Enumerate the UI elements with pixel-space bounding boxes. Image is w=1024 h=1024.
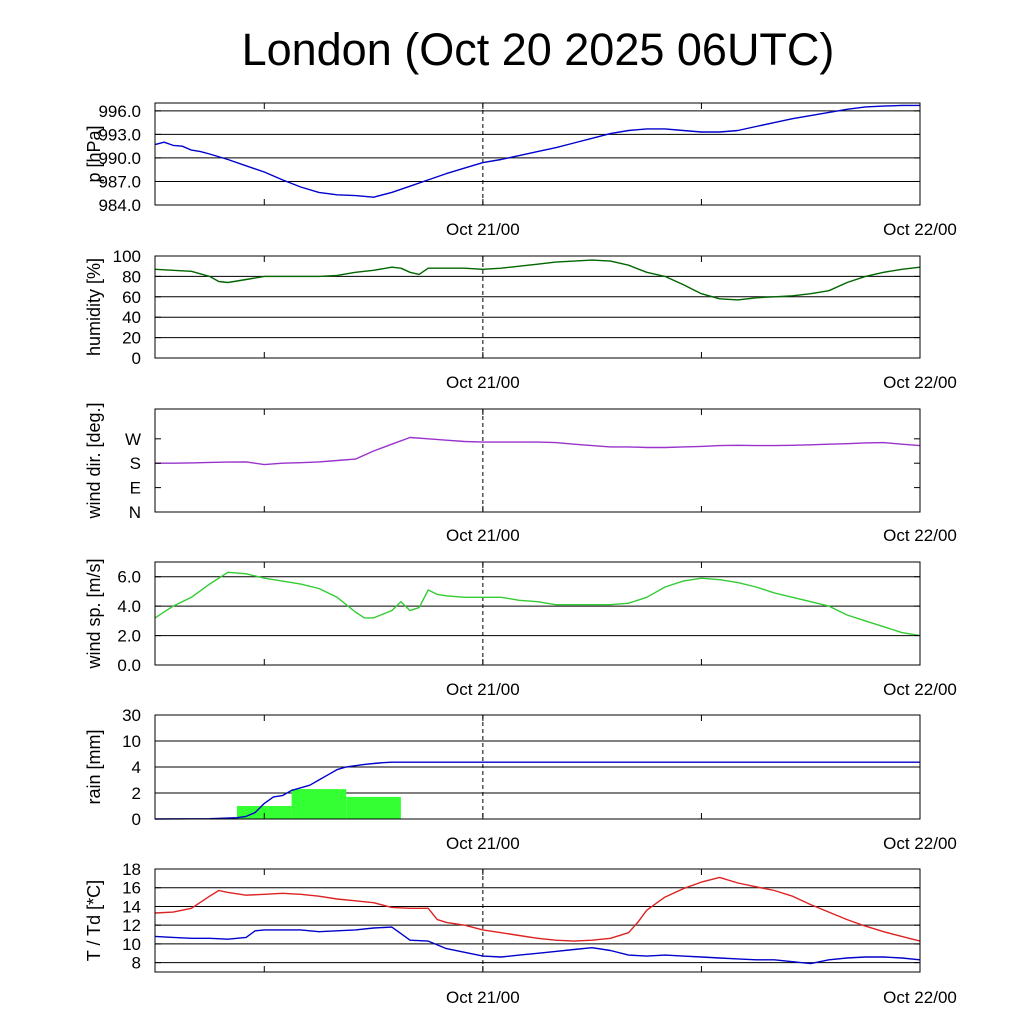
y-axis-label: humidity [%] [84,258,104,356]
page-title: London (Oct 20 2025 06UTC) [241,24,835,75]
y-tick-label: 0.0 [117,656,141,675]
y-tick-label: E [130,479,141,498]
y-tick-label: 993.0 [98,125,141,144]
x-tick-label: Oct 21/00 [446,988,520,1007]
y-tick-label: 984.0 [98,196,141,215]
y-tick-label: 10 [122,732,141,751]
x-tick-label: Oct 22/00 [883,834,957,853]
y-tick-label: 990.0 [98,149,141,168]
y-tick-label: N [129,503,141,522]
y-tick-label: 987.0 [98,172,141,191]
y-tick-label: 4.0 [117,597,141,616]
rain-bar [346,796,401,819]
x-tick-label: Oct 22/00 [883,526,957,545]
series-line-T [154,876,921,942]
y-tick-label: S [130,454,141,473]
y-tick-label: 80 [122,267,141,286]
plot-frame [154,408,921,513]
y-tick-label: 60 [122,288,141,307]
y-tick-label: 30 [122,706,141,725]
y-tick-label: W [125,430,141,449]
y-tick-label: 100 [113,247,141,266]
y-axis-label: wind dir. [deg.] [84,402,104,519]
series-line-wind-direction [155,436,921,466]
series-line-wind-speed [154,571,921,637]
y-tick-label: 14 [122,897,141,916]
plot-frame [154,561,921,666]
panel-wind-speed: 0.0 2.0 4.0 6.0 Oct 21/00 Oct 22/00 wind sp. [… [84,558,957,699]
y-tick-label: 12 [122,916,141,935]
y-axis-label: rain [mm] [84,729,104,804]
series-line-Td [154,926,921,965]
y-axis-label: T / Td [*C] [84,880,104,961]
y-tick-label: 2.0 [117,627,141,646]
series-line-accumulated [154,761,920,820]
panel-pressure: 984.0 987.0 990.0 993.0 996.0 Oct 21/00 Oct 22… [84,102,957,239]
series-line-humidity [154,259,921,301]
x-tick-label: Oct 21/00 [446,220,520,239]
x-tick-label: Oct 22/00 [883,220,957,239]
rain-bar [236,806,292,819]
x-tick-label: Oct 21/00 [446,373,520,392]
x-tick-label: Oct 21/00 [446,834,520,853]
series-line-pressure [154,104,920,198]
y-tick-label: 996.0 [98,102,141,121]
y-tick-label: 8 [132,954,141,973]
panel-rain: 0 2 4 10 30 Oct 21/00 Oct 22/00 rain [mm] [84,706,957,853]
y-tick-label: 10 [122,935,141,954]
y-tick-label: 18 [122,860,141,879]
y-tick-label: 0 [132,810,141,829]
y-tick-label: 0 [132,349,141,368]
x-tick-label: Oct 21/00 [446,526,520,545]
rain-bar [291,789,347,819]
plot-frame [154,868,921,973]
x-tick-label: Oct 22/00 [883,988,957,1007]
y-tick-label: 6.0 [117,568,141,587]
plot-frame [154,255,921,359]
x-tick-label: Oct 22/00 [883,373,957,392]
plot-frame [154,102,921,206]
y-tick-label: 4 [132,758,141,777]
y-axis-label: p [hPa] [84,125,104,182]
x-tick-label: Oct 22/00 [883,680,957,699]
x-tick-label: Oct 21/00 [446,680,520,699]
y-tick-label: 40 [122,308,141,327]
y-tick-label: 16 [122,879,141,898]
y-tick-label: 2 [132,784,141,803]
y-axis-label: wind sp. [m/s] [84,558,104,669]
y-tick-label: 20 [122,329,141,348]
